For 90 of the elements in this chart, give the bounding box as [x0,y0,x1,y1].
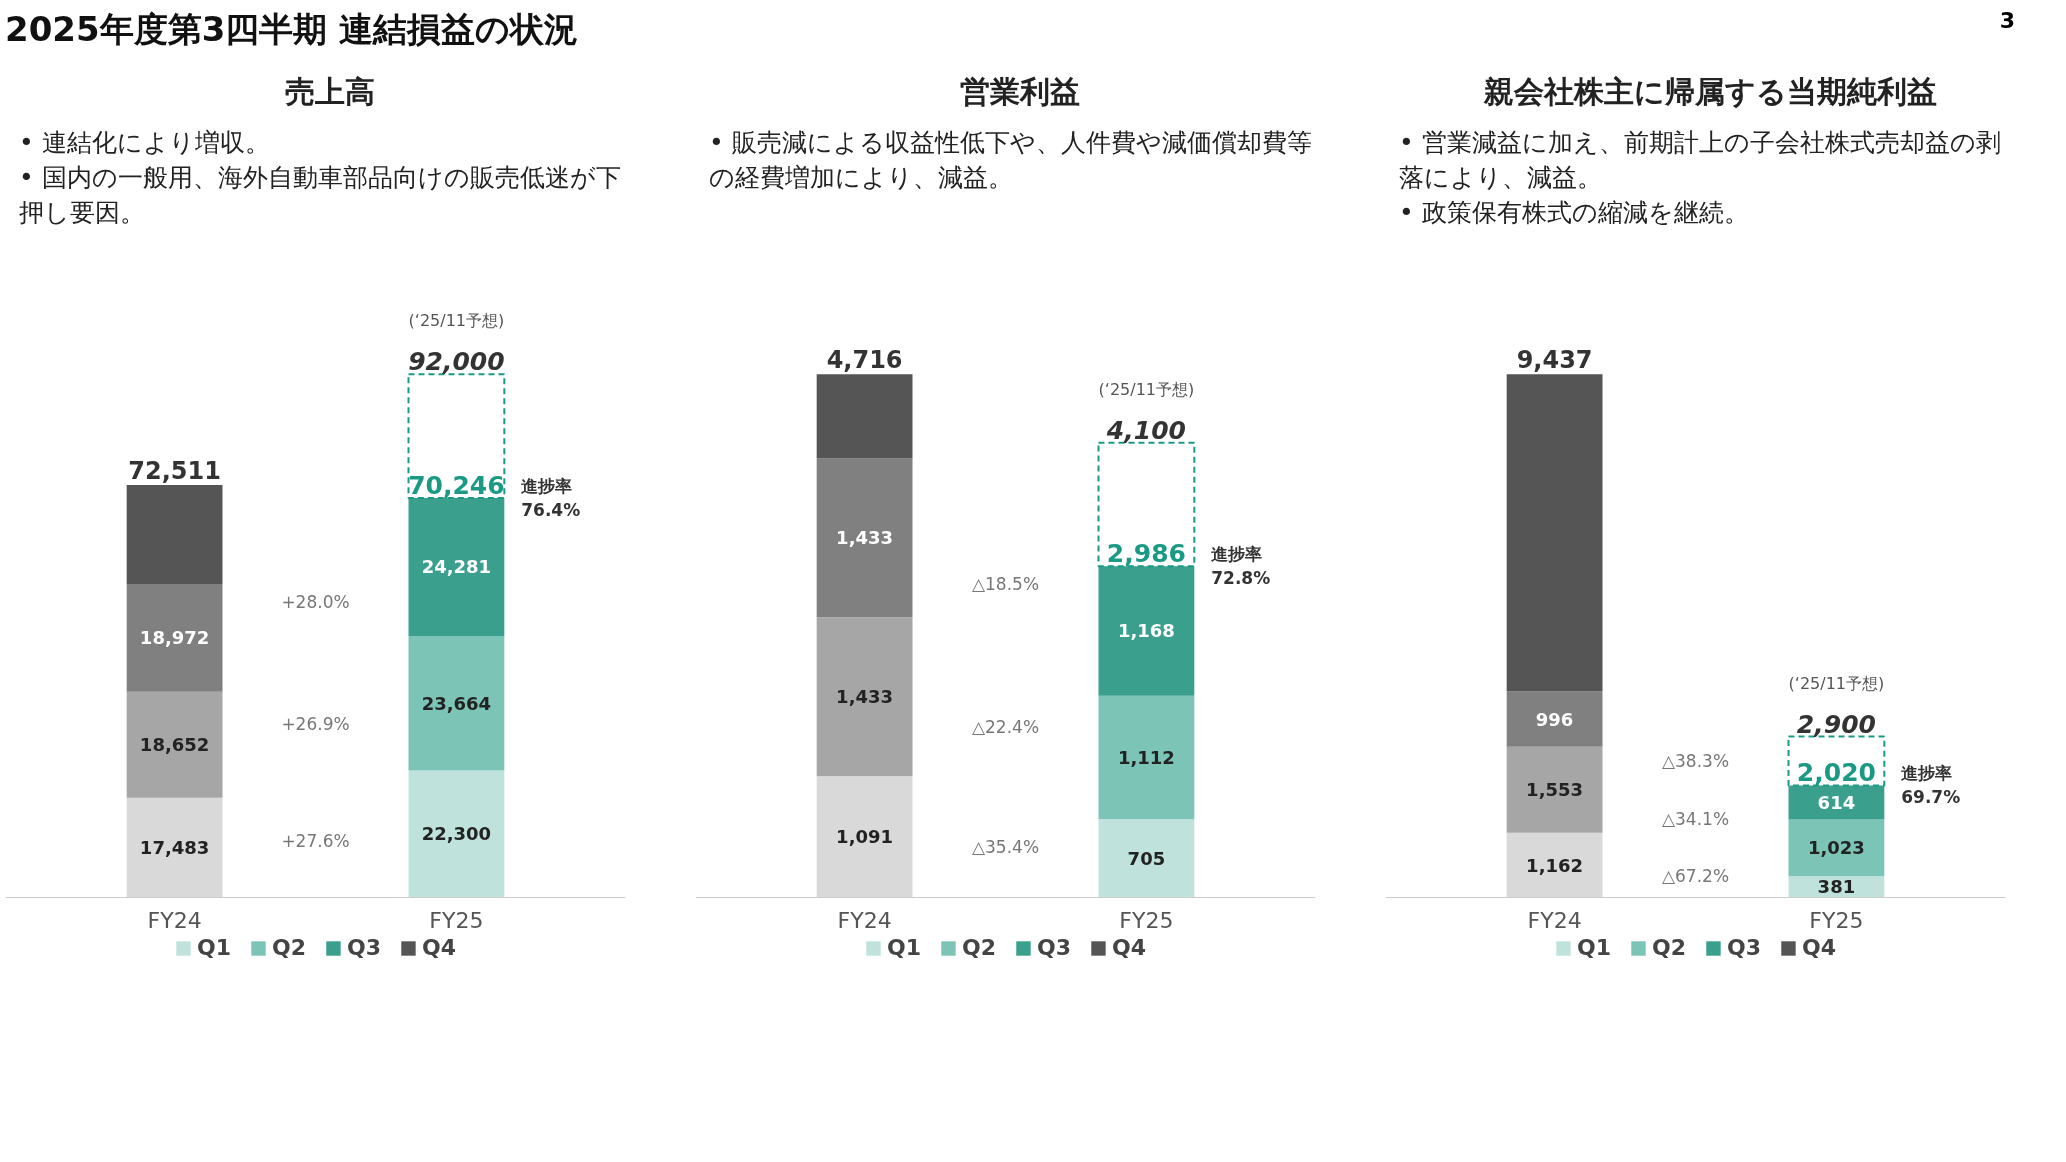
annotation: 進捗率 72.8% [1211,544,1271,589]
data-label: 1,553 [1526,779,1584,801]
legend-label: Q1 [196,935,231,960]
x-tick-label: FY25 [1119,908,1174,934]
data-label: 1,433 [836,686,894,708]
data-label: 18,972 [139,627,210,649]
chart-subtitle: • 営業減益に加え、前期計上の子会社株式売却益の剥落により、減益。 • 政策保有株式の縮減を継続。 [1399,127,2002,229]
bar [1098,566,1195,696]
legend-label: Q2 [271,935,306,960]
annotation: △18.5% [971,574,1040,595]
annotation: +27.6% [281,830,350,851]
bar [816,374,913,459]
annotation: △67.2% [1661,865,1730,886]
total-label: 4,716 [826,346,903,375]
legend-label: Q3 [347,935,382,960]
bar [126,583,223,692]
bar [1097,441,1196,568]
legend-label: Q2 [1651,935,1686,960]
legend-label: Q3 [1037,935,1072,960]
annotation: +26.9% [281,714,350,735]
bar [408,497,505,636]
data-label: 1,091 [836,826,894,848]
legend-label: Q2 [961,935,996,960]
bar [126,484,223,584]
bar [1098,819,1195,898]
data-label: 381 [1817,876,1856,898]
bar [1506,374,1603,692]
data-label: 614 [1817,791,1856,813]
annotation: 進捗率 69.7% [1901,763,1961,808]
bar [1787,735,1886,787]
bar [408,770,505,898]
annotation: 2,020 [1796,758,1876,788]
text: (‘25/11予想) [408,311,505,331]
annotation: △38.3% [1661,750,1730,771]
chart-title: 売上高 [285,73,375,111]
chart-subtitle: • 連結化により増収。 • 国内の一般用、海外自動車部品向けの販売低迷が下押し要因。 [19,127,622,229]
bar [816,617,913,777]
annotation: 2,986 [1106,539,1186,569]
data-label: 24,281 [421,556,492,578]
legend-label: Q1 [886,935,921,960]
data-label: 705 [1127,847,1166,869]
x-tick-label: FY25 [1809,908,1864,934]
data-label: 22,300 [421,823,492,845]
annotation: △22.4% [971,717,1040,738]
data-label: 1,162 [1526,854,1584,876]
data-label: 23,664 [421,692,492,714]
legend-label: Q3 [1727,935,1762,960]
bar [126,691,223,798]
x-tick-label: FY24 [837,908,892,934]
annotation: △35.4% [971,837,1040,858]
bar [1788,819,1885,877]
bar [407,373,506,499]
x-tick-label: FY24 [147,908,202,934]
annotation: (‘25/11予想) [1098,379,1195,399]
annotation: 92,000 [408,347,505,377]
total-label: 72,511 [128,456,221,485]
annotation: 2,900 [1796,709,1876,739]
legend-label: Q4 [422,935,457,960]
bar [1506,832,1603,898]
bar [816,776,913,898]
legend-label: Q4 [1112,935,1147,960]
x-tick-label: FY24 [1527,908,1582,934]
bar [1506,746,1603,833]
chart-title: 親会社株主に帰属する当期純利益 [1483,73,1937,111]
annotation: 進捗率 76.4% [521,475,581,520]
chart-title: 営業利益 [960,73,1080,111]
data-label: 996 [1535,708,1574,730]
chart-subtitle: • 販売減による収益性低下や、人件費や減価償却費等の経費増加により、減益。 [709,127,1313,194]
annotation: 70,246 [408,470,505,500]
bar [126,797,223,898]
annotation: △34.1% [1661,808,1730,829]
bar [1506,691,1603,747]
annotation: (‘25/11予想) [1788,673,1885,693]
total-label: 9,437 [1516,346,1593,375]
bar [408,635,505,771]
data-label: 1,112 [1117,746,1175,768]
data-label: 17,483 [139,837,210,859]
legend-label: Q1 [1576,935,1611,960]
x-tick-label: FY25 [429,908,484,934]
data-label: 1,168 [1117,620,1175,642]
legend-label: Q4 [1802,935,1837,960]
bar [1098,695,1195,820]
data-label: 1,023 [1807,837,1865,859]
text: 2025年度第3四半期 連結損益の状況 [5,8,579,51]
text: 3 [1999,7,2015,35]
annotation: 4,100 [1105,415,1186,445]
data-label: 1,433 [836,527,894,549]
data-label: 18,652 [139,734,210,756]
annotation: +28.0% [281,592,350,613]
bar [816,458,913,618]
